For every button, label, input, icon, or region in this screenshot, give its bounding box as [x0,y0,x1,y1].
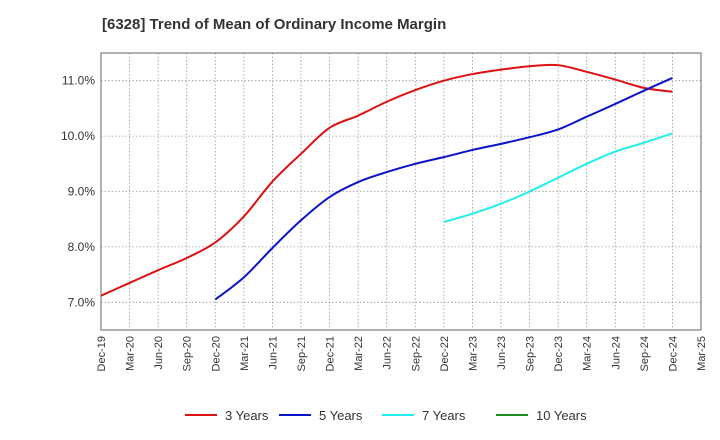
x-tick-label: Jun-22 [382,336,394,370]
x-tick-label: Dec-23 [553,336,565,371]
x-tick-label: Sep-23 [525,336,537,371]
y-tick-label: 7.0% [68,295,96,309]
y-tick-label: 9.0% [68,185,96,199]
legend: 3 Years 5 Years 7 Years 10 Years [185,408,587,423]
series-line-3-years [100,63,673,297]
plot-border [100,52,702,331]
x-tick-label: Sep-21 [296,336,308,371]
axes: 7.0% 8.0% 9.0% 10.0% 11.0% Dec-19 Mar-20 Jun-20… [61,52,708,371]
x-tick-label: Mar-23 [467,336,479,371]
x-tick-label: Jun-21 [267,336,279,370]
x-tick-label: Mar-25 [696,336,708,371]
legend-label-5-years: 5 Years [319,408,363,423]
gridlines [101,53,701,330]
x-tick-label: Mar-24 [582,336,594,371]
y-tick-label: 11.0% [62,74,95,88]
legend-label-7-years: 7 Years [422,408,466,423]
x-tick-label: Mar-21 [239,336,251,371]
series-line-5-years [214,77,673,301]
legend-label-3-years: 3 Years [225,408,269,423]
series-line-7-years [443,132,673,223]
x-tick-label: Jun-20 [153,336,165,370]
y-tick-label: 8.0% [68,240,96,254]
x-tick-label: Dec-22 [439,336,451,371]
x-tick-label: Dec-24 [667,336,679,371]
plot-area [101,53,701,330]
series-lines [100,63,673,301]
x-tick-label: Sep-22 [410,336,422,371]
x-tick-label: Sep-20 [182,336,194,371]
x-tick-label: Jun-24 [610,336,622,370]
y-tick-label: 10.0% [61,129,95,143]
legend-label-10-years: 10 Years [536,408,587,423]
x-tick-label: Dec-19 [96,336,108,371]
x-tick-label: Sep-24 [639,336,651,371]
x-tick-label: Dec-21 [325,336,337,371]
chart-title: [6328] Trend of Mean of Ordinary Income … [102,16,447,33]
x-tick-label: Dec-20 [210,336,222,371]
x-tick-label: Mar-22 [353,336,365,371]
x-tick-label: Mar-20 [125,336,137,371]
x-tick-label: Jun-23 [496,336,508,370]
